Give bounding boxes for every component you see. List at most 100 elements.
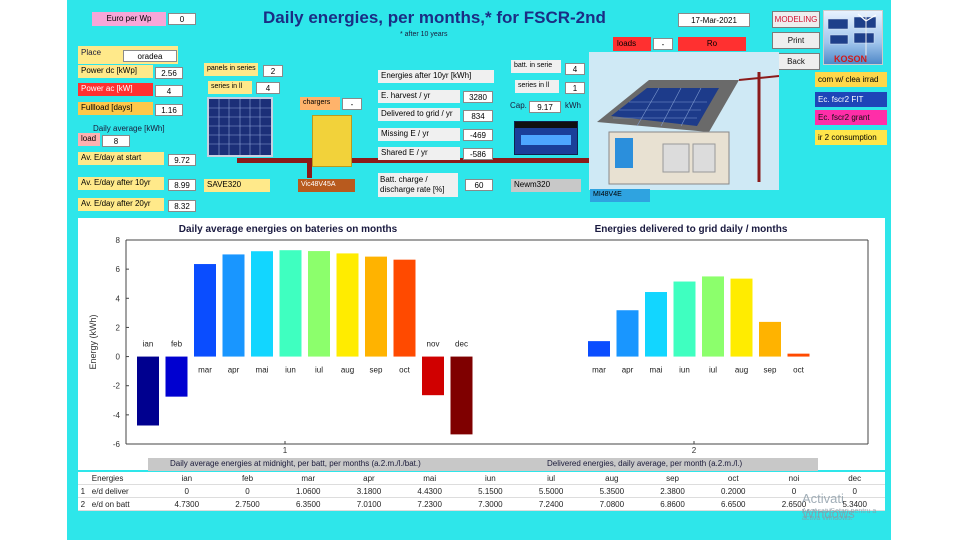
battery-bar bbox=[365, 256, 387, 357]
panel-series-parallel-label: series in ll bbox=[208, 81, 252, 94]
battery-capacity-unit: kWh bbox=[565, 101, 581, 110]
house-image bbox=[589, 52, 780, 190]
page-title: Daily energies, per months,* for FSCR-2n… bbox=[263, 8, 606, 27]
battery-bar bbox=[251, 251, 273, 357]
table-cell: 7.3000 bbox=[478, 500, 503, 509]
table-cell: 4.7300 bbox=[174, 500, 200, 509]
inverter-model-label: MI48V4E bbox=[590, 189, 650, 202]
battery-bar bbox=[336, 253, 359, 357]
battery-bar bbox=[222, 254, 245, 357]
battery-bar bbox=[194, 264, 216, 357]
batt-rate-field[interactable]: 60 bbox=[465, 179, 493, 191]
load-field[interactable]: 8 bbox=[102, 135, 130, 147]
euro-per-wp-field[interactable]: 0 bbox=[168, 13, 196, 25]
y-tick-label: 0 bbox=[116, 353, 121, 362]
batteries-in-series-field[interactable]: 4 bbox=[565, 63, 585, 75]
grid-bar bbox=[787, 353, 810, 357]
power-ac-field[interactable]: 4 bbox=[155, 85, 183, 97]
table-cell: 7.0800 bbox=[599, 500, 625, 509]
shared-energy-field: -586 bbox=[463, 148, 493, 160]
battery-category-label: oct bbox=[399, 366, 410, 375]
table-cell: 2.7500 bbox=[235, 500, 260, 509]
table-header-cell: aug bbox=[605, 474, 619, 483]
left-chart-title: Daily average energies on bateries on mo… bbox=[179, 224, 398, 235]
fscr2-fit-button[interactable]: Ec. fscr2 FIT bbox=[815, 92, 887, 107]
table-cell: 6.8600 bbox=[660, 500, 685, 509]
compare-irradiance-button[interactable]: com w/ clea irrad bbox=[815, 72, 887, 87]
battery-category-label: dec bbox=[455, 340, 468, 349]
row-number: 2 bbox=[80, 500, 86, 509]
table-cell: 6.3500 bbox=[295, 500, 321, 509]
fullload-field[interactable]: 1.16 bbox=[155, 104, 183, 116]
chargers-label: chargers bbox=[300, 97, 340, 110]
power-dc-field[interactable]: 2.56 bbox=[155, 67, 183, 79]
battery-bar bbox=[422, 356, 444, 396]
y-tick-label: -2 bbox=[113, 382, 121, 391]
table-row: 1 e/d deliver 0 0 1.0600 3.1800 4.4300 5.1500 5.… bbox=[78, 485, 885, 498]
power-dc-label: Power dc [kWp] bbox=[78, 65, 153, 78]
table-header-cell: dec bbox=[848, 474, 862, 483]
print-button[interactable]: Print bbox=[772, 32, 820, 49]
y-tick-label: 4 bbox=[116, 294, 121, 303]
panels-in-series-field[interactable]: 2 bbox=[263, 65, 283, 77]
delivered-grid-label: Delivered to grid / yr bbox=[378, 108, 460, 121]
battery-category-label: iun bbox=[285, 366, 296, 375]
grid-category-label: iul bbox=[709, 366, 717, 375]
table-header-cell: feb bbox=[241, 474, 254, 483]
after-10yr-label: Av. E/day after 10yr bbox=[78, 177, 164, 190]
panel-model-label: SAVE320 bbox=[204, 179, 270, 192]
table-header-cell: mai bbox=[423, 474, 437, 483]
grid-bar bbox=[759, 321, 781, 357]
battery-category-label: apr bbox=[228, 366, 240, 375]
battery-bar bbox=[308, 251, 330, 357]
table-header-cell: Energies bbox=[91, 474, 124, 483]
loads-field[interactable]: - bbox=[653, 38, 673, 50]
battery-series-parallel-field[interactable]: 1 bbox=[565, 82, 585, 94]
euro-per-wp-label: Euro per Wp bbox=[92, 12, 166, 26]
chargers-field[interactable]: - bbox=[342, 98, 362, 110]
back-button[interactable]: Back bbox=[772, 53, 820, 70]
y-tick-label: 2 bbox=[116, 323, 121, 332]
battery-bar bbox=[450, 356, 473, 435]
table-header-cell: iul bbox=[547, 474, 556, 483]
grid-bar bbox=[616, 310, 639, 357]
grid-category-label: aug bbox=[735, 366, 748, 375]
battery-category-label: sep bbox=[370, 366, 383, 375]
table-header-cell: mar bbox=[301, 474, 316, 483]
loads-label: loads bbox=[613, 37, 651, 51]
y-tick-label: -4 bbox=[113, 411, 121, 420]
table-header-cell: ian bbox=[181, 474, 193, 483]
table-cell: 0 bbox=[791, 487, 797, 496]
table-header-row: Energies ian feb mar apr mai iun iul aug sep oct no… bbox=[78, 472, 885, 485]
charger-image bbox=[312, 115, 352, 167]
battery-bar bbox=[393, 259, 416, 357]
consumption-button[interactable]: ir 2 consumption bbox=[815, 130, 887, 145]
y-tick-label: -6 bbox=[113, 440, 121, 449]
table-cell: e/d on batt bbox=[91, 500, 130, 509]
grid-category-label: iun bbox=[679, 366, 690, 375]
harvest-field: 3280 bbox=[463, 91, 493, 103]
row-number: 1 bbox=[80, 487, 86, 496]
at-start-field: 9.72 bbox=[168, 154, 196, 166]
missing-energy-label: Missing E / yr bbox=[378, 128, 460, 141]
grid-category-label: oct bbox=[793, 366, 804, 375]
delivered-grid-field: 834 bbox=[463, 110, 493, 122]
table-cell: 2.3800 bbox=[660, 487, 685, 496]
date-display: 17-Mar-2021 bbox=[678, 13, 750, 27]
grid-category-label: mar bbox=[592, 366, 606, 375]
battery-category-label: iul bbox=[315, 366, 323, 375]
battery-series-parallel-label: series in ll bbox=[515, 80, 559, 93]
battery-label-strip bbox=[521, 135, 571, 145]
batt-rate-label: Batt. charge / discharge rate [%] bbox=[378, 173, 458, 197]
battery-bar bbox=[165, 356, 188, 397]
page-subtitle: * after 10 years bbox=[400, 31, 448, 38]
place-field[interactable]: oradea bbox=[123, 50, 177, 62]
after-20yr-label: Av. E/day after 20yr bbox=[78, 198, 164, 211]
bottom-left-caption: Daily average energies at midnight, per … bbox=[170, 459, 421, 468]
battery-image bbox=[514, 121, 578, 155]
fscr2-grant-button[interactable]: Ec. fscr2 grant bbox=[815, 110, 887, 125]
panel-series-parallel-field[interactable]: 4 bbox=[256, 82, 280, 94]
table-header-cell: oct bbox=[727, 474, 739, 483]
modeling-button[interactable]: MODELING bbox=[772, 11, 820, 28]
y-tick-label: 6 bbox=[116, 265, 121, 274]
